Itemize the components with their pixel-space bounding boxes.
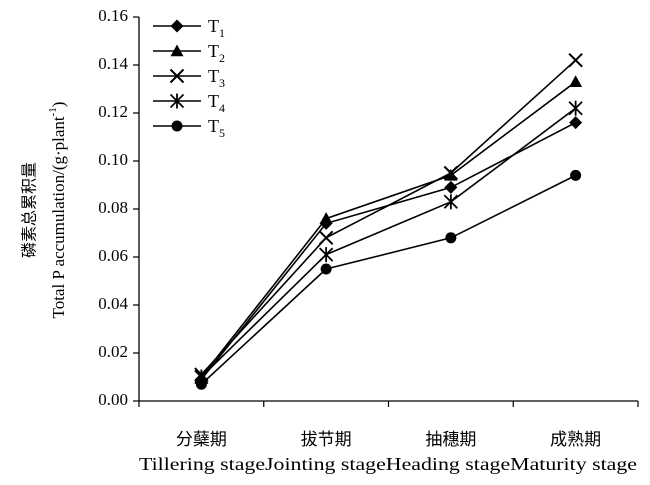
legend-marker [170, 19, 184, 33]
series-line [200, 174, 576, 385]
x-category-labels-en: Tillering stage Jointing stage Heading sta… [139, 454, 637, 474]
marker-stroke [169, 68, 185, 84]
legend-label: T3 [208, 66, 225, 90]
x-category-label-en: Heading stage [386, 454, 510, 474]
legend-label-main: T [208, 91, 219, 111]
y-axis-label-superscript: -1 [47, 107, 59, 116]
x-axis-categories: 分蘖期 拔节期 抽穗期 成熟期 Tillering stage Jointing stag… [139, 429, 637, 474]
legend-item: T1 [153, 16, 225, 40]
legend-label: T4 [208, 91, 225, 115]
data-point [569, 75, 583, 87]
legend-label-subscript: 2 [219, 51, 225, 65]
data-point [570, 169, 582, 181]
data-point [569, 116, 583, 130]
legend-marker [170, 44, 184, 57]
legend-label-main: T [208, 116, 219, 136]
legend-label-subscript: 5 [219, 126, 225, 140]
legend-item: T4 [153, 91, 225, 115]
legend-item: T5 [153, 116, 225, 140]
y-axis-label-close: ) [49, 102, 68, 108]
series-line [200, 121, 576, 380]
legend-label-subscript: 4 [219, 101, 225, 115]
legend-item: T2 [153, 41, 225, 65]
data-point [318, 247, 334, 263]
data-point [568, 52, 583, 68]
y-tick-label: 0.08 [98, 198, 128, 217]
y-tick-label: 0.16 [98, 6, 128, 25]
data-point [443, 194, 459, 210]
series-line [200, 81, 577, 378]
series-lines [194, 52, 583, 390]
y-tick-label: 0.02 [98, 342, 128, 361]
legend-label-subscript: 3 [219, 76, 225, 90]
data-point [443, 165, 459, 181]
data-point [568, 100, 583, 116]
legend-item: T3 [153, 66, 225, 90]
legend-marker [169, 93, 185, 109]
data-point [318, 230, 334, 246]
legend-label: T5 [208, 116, 225, 140]
legend-label-main: T [208, 16, 219, 36]
data-point [319, 212, 333, 224]
marker-stroke [443, 165, 459, 181]
data-point [320, 263, 332, 275]
x-category-label-cn: 成熟期 [550, 429, 601, 450]
data-point [445, 232, 457, 244]
series-line [200, 59, 577, 376]
series-line [200, 107, 577, 378]
legend-label-main: T [208, 41, 219, 61]
series-t4 [194, 100, 583, 385]
legend-label: T1 [208, 16, 225, 40]
y-axis-label-main: Total P accumulation/(g·plant [49, 116, 68, 318]
series-t1 [194, 116, 583, 386]
y-axis-ticks: 0.00 0.02 0.04 0.06 0.08 0.10 0.12 0.14 0.16 [98, 6, 139, 409]
y-axis-label-en: Total P accumulation/(g·plant-1) [47, 102, 68, 319]
series-t5 [195, 169, 582, 390]
series-t3 [194, 52, 583, 382]
x-category-label-cn: 分蘖期 [176, 430, 227, 450]
legend-label: T2 [208, 41, 225, 65]
y-tick-label: 0.06 [98, 246, 128, 265]
marker-stroke [318, 230, 334, 246]
y-tick-label: 0.10 [98, 150, 128, 169]
legend-marker [171, 120, 183, 132]
x-category-label-cn: 拔节期 [301, 430, 352, 450]
legend-marker [169, 68, 185, 84]
x-category-label-cn: 抽穗期 [425, 430, 476, 450]
y-tick-label: 0.00 [98, 390, 128, 409]
x-category-label-en: Maturity stage [510, 454, 637, 474]
y-tick-label: 0.04 [98, 294, 128, 313]
data-point [195, 378, 207, 390]
y-tick-label: 0.14 [98, 54, 128, 73]
marker-stroke [568, 52, 583, 68]
y-axis-label-cn: 磷素总累积量 [20, 162, 39, 258]
legend-label-subscript: 1 [219, 26, 225, 40]
y-tick-label: 0.12 [98, 102, 128, 121]
legend-label-main: T [208, 66, 219, 86]
data-point [444, 180, 458, 194]
x-category-label-en: Tillering stage [139, 454, 265, 474]
x-category-label-en: Jointing stage [265, 454, 386, 474]
data-point [444, 168, 458, 181]
